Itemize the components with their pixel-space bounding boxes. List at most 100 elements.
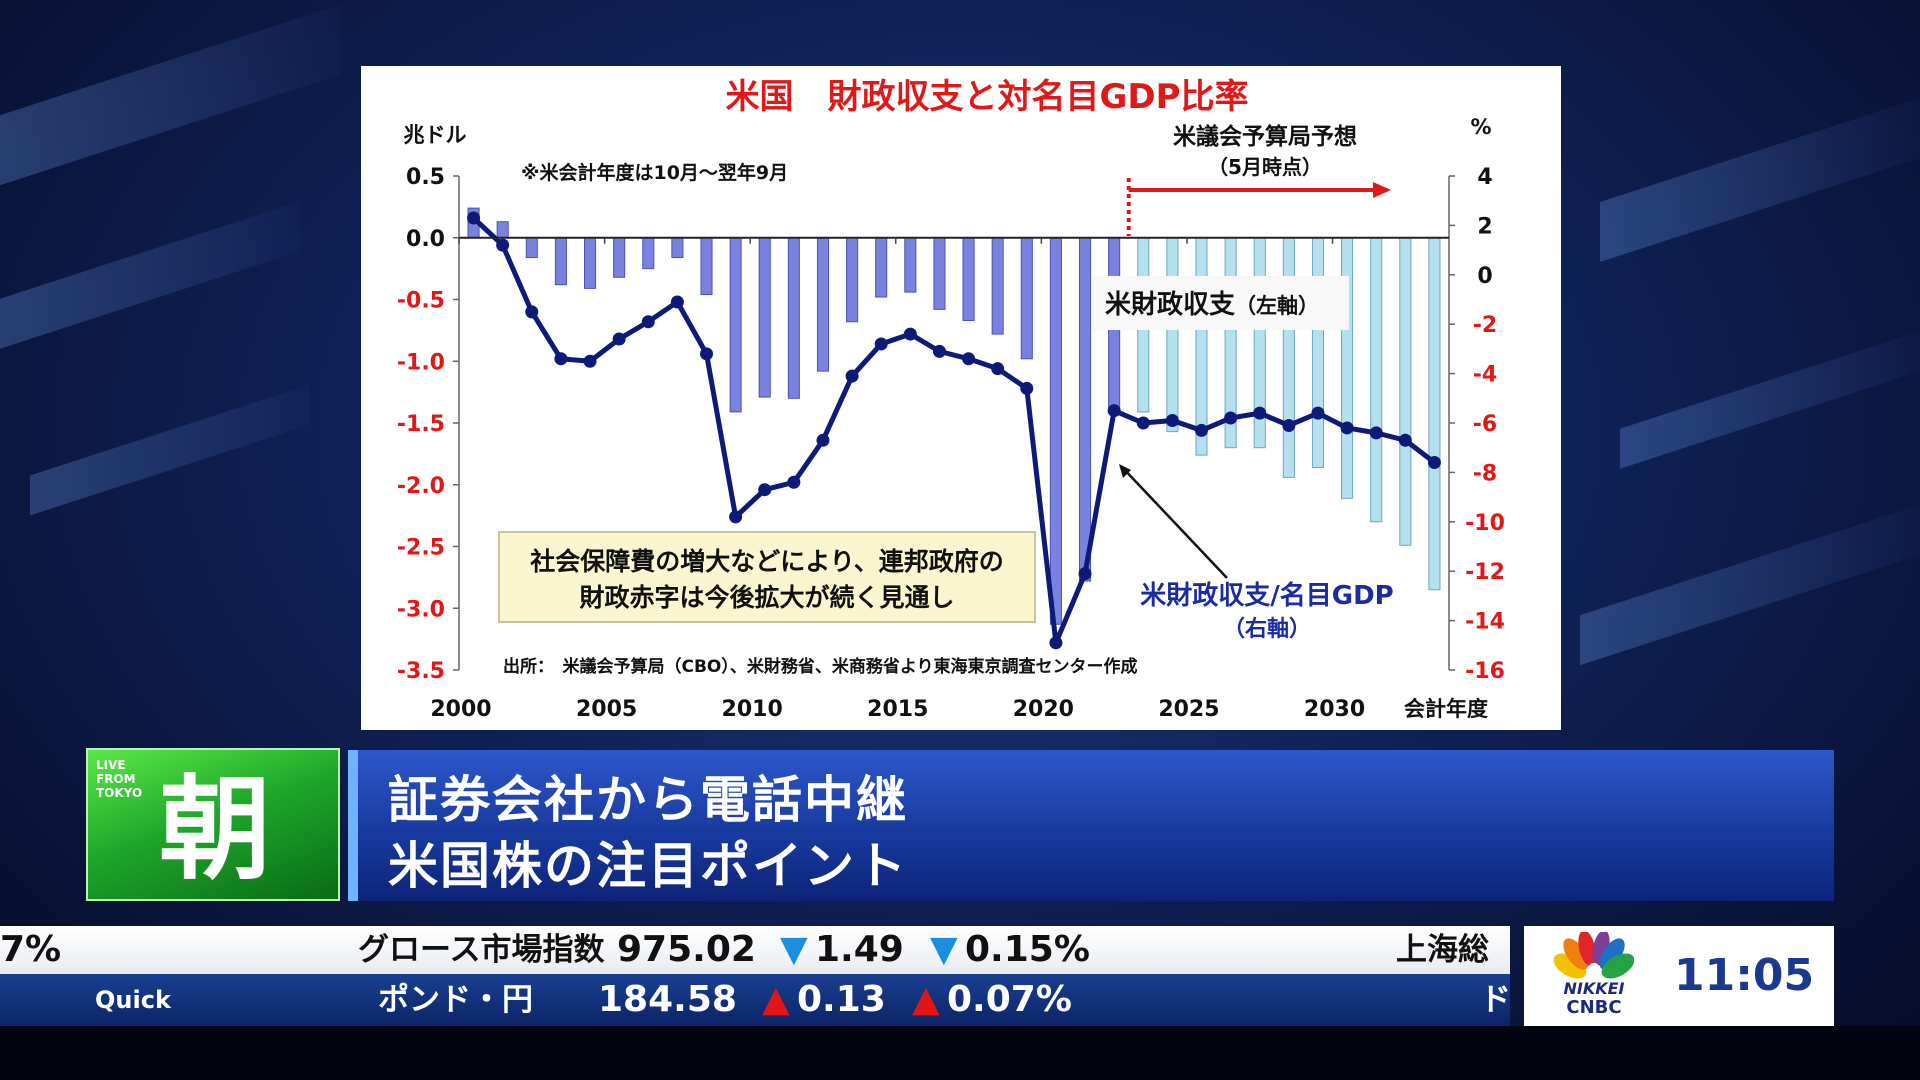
ratio-point <box>991 362 1005 376</box>
balance-bar <box>613 237 626 278</box>
balance-bar <box>729 237 742 413</box>
ticker-top-percent: 0.15% <box>965 929 1090 970</box>
right-tick-label: 0 <box>1477 264 1492 289</box>
ticker-top-change: 1.49 <box>815 929 904 970</box>
balance-gdp-ratio-line <box>471 216 1436 646</box>
right-tick-label: -10 <box>1465 511 1505 536</box>
ratio-point <box>525 305 539 319</box>
source-note: 出所： 米議会予算局（CBO）、米財務省、米商務省より東海東京調査センター作成 <box>503 656 1138 677</box>
left-tick-label: -1.5 <box>397 412 445 437</box>
up-arrow-icon: ▲ <box>762 979 790 1020</box>
left-tick-label: -3.0 <box>397 597 445 622</box>
ratio-point <box>845 369 859 383</box>
down-arrow-icon: ▼ <box>930 929 958 970</box>
balance-bar <box>758 237 771 398</box>
segment-title-line-1: 証券会社から電話中継 <box>388 771 908 829</box>
market-ticker-bottom: Quick ポンド・円 184.58 ▲ 0.13 ▲ 0.07% ド <box>0 974 1510 1026</box>
market-ticker-top: 7% グロース市場指数 975.02 ▼ 1.49 ▼ 0.15% 上海総 <box>0 926 1510 974</box>
balance-bar <box>933 237 946 310</box>
ratio-point <box>1282 418 1296 432</box>
bottom-strip <box>0 1026 1920 1080</box>
left-tick-label: -0.5 <box>397 289 445 314</box>
ratio-point <box>641 315 655 329</box>
balance-bar <box>583 237 597 289</box>
balance-bar <box>671 237 684 259</box>
chart-title: 米国 財政収支と対名目GDP比率 <box>725 77 1248 117</box>
fiscal-balance-chart: 0.5 0.0 -0.5 -1.0 -1.5 -2.0 -2.5 -3.0 -3.5 4 2 0 -2 -… <box>397 77 1505 722</box>
left-tick-label: 0.5 <box>406 165 445 190</box>
forecast-arrowhead <box>1373 182 1391 198</box>
left-tick-label: 0.0 <box>406 227 445 252</box>
balance-bar <box>642 237 655 270</box>
callout-box <box>498 531 1036 623</box>
x-tick-label: 2010 <box>722 697 783 722</box>
x-tick-label: 2030 <box>1304 697 1365 722</box>
ratio-point <box>962 352 976 366</box>
balance-bar <box>904 237 917 293</box>
ratio-point <box>670 295 684 309</box>
left-axis-unit: 兆ドル <box>404 123 467 147</box>
balance-bar <box>1428 237 1441 591</box>
ticker-bottom-percent: 0.07% <box>947 979 1072 1020</box>
right-tick-label: -8 <box>1473 461 1497 486</box>
x-tick-label: 2025 <box>1158 697 1219 722</box>
ticker-top-value: 975.02 <box>617 929 756 970</box>
chart-panel: 0.5 0.0 -0.5 -1.0 -1.5 -2.0 -2.5 -3.0 -3.5 4 2 0 -2 -… <box>361 66 1561 730</box>
balance-bar <box>816 237 830 372</box>
peacock-icon <box>1554 932 1634 981</box>
balance-bar <box>1311 237 1325 468</box>
program-caption: LIVE FROM TOKYO 朝 証券会社から電話中継 米国株の注目ポイント <box>86 748 1834 901</box>
balance-bar <box>1166 237 1179 433</box>
left-tick-label: -2.0 <box>397 474 445 499</box>
x-tick-label: 2020 <box>1013 697 1074 722</box>
right-tick-label: -4 <box>1473 363 1497 388</box>
callout-line-1: 社会保障費の増大などにより、連邦政府の <box>530 547 1004 576</box>
quick-logo: Quick <box>95 986 171 1014</box>
bar-series-label: 米財政収支（左軸） <box>1105 289 1319 320</box>
ratio-point <box>700 347 713 361</box>
line-series-pointer-head <box>1119 464 1131 478</box>
ratio-point <box>1427 456 1441 470</box>
right-tick-label: 4 <box>1477 165 1492 190</box>
ticker-bottom-name: ポンド・円 <box>378 982 533 1018</box>
balance-bar <box>525 237 538 259</box>
forecast-label: 米議会予算局予想 <box>1173 123 1357 150</box>
left-tick-label: -2.5 <box>397 536 445 561</box>
ratio-point <box>554 352 568 366</box>
right-tick-label: 2 <box>1477 214 1492 239</box>
ratio-point <box>1020 381 1034 395</box>
balance-bar <box>787 237 800 399</box>
balance-bar <box>554 237 567 286</box>
balance-bar <box>1020 237 1033 360</box>
ratio-point <box>1253 406 1267 420</box>
ratio-point <box>467 211 481 225</box>
right-tick-label: -12 <box>1465 560 1505 585</box>
forecast-label-date: （5月時点） <box>1208 155 1322 179</box>
ratio-point <box>1369 426 1383 440</box>
left-tick-label: -3.5 <box>397 659 445 684</box>
brand-nikkei: NIKKEI <box>1563 979 1625 998</box>
right-tick-label: -6 <box>1473 412 1497 437</box>
balance-bar <box>700 237 713 296</box>
x-tick-label: 2015 <box>867 697 928 722</box>
live-from-tokyo-badge: LIVE FROM TOKYO <box>96 758 143 800</box>
ratio-point <box>1311 406 1325 420</box>
balance-bar <box>991 237 1004 335</box>
balance-bar <box>1370 237 1383 523</box>
clock-time: 11:05 <box>1674 950 1815 1001</box>
ratio-point <box>729 510 743 524</box>
ratio-point <box>816 433 830 447</box>
ratio-point <box>1049 636 1063 650</box>
balance-bar <box>1282 237 1295 478</box>
balance-bar <box>1399 237 1412 546</box>
x-axis-label: 会計年度 <box>1404 697 1488 721</box>
ratio-point <box>1398 433 1412 447</box>
ratio-point <box>1165 414 1179 428</box>
ticker-top-prefix: 7% <box>0 929 62 970</box>
program-name: 朝 <box>159 765 271 895</box>
callout-line-2: 財政赤字は今後拡大が続く見通し <box>579 583 954 612</box>
balance-bar <box>846 237 859 323</box>
fiscal-year-note: ※米会計年度は10月～翌年9月 <box>521 161 788 184</box>
ticker-bottom-value: 184.58 <box>598 979 737 1020</box>
ratio-point <box>874 337 888 351</box>
